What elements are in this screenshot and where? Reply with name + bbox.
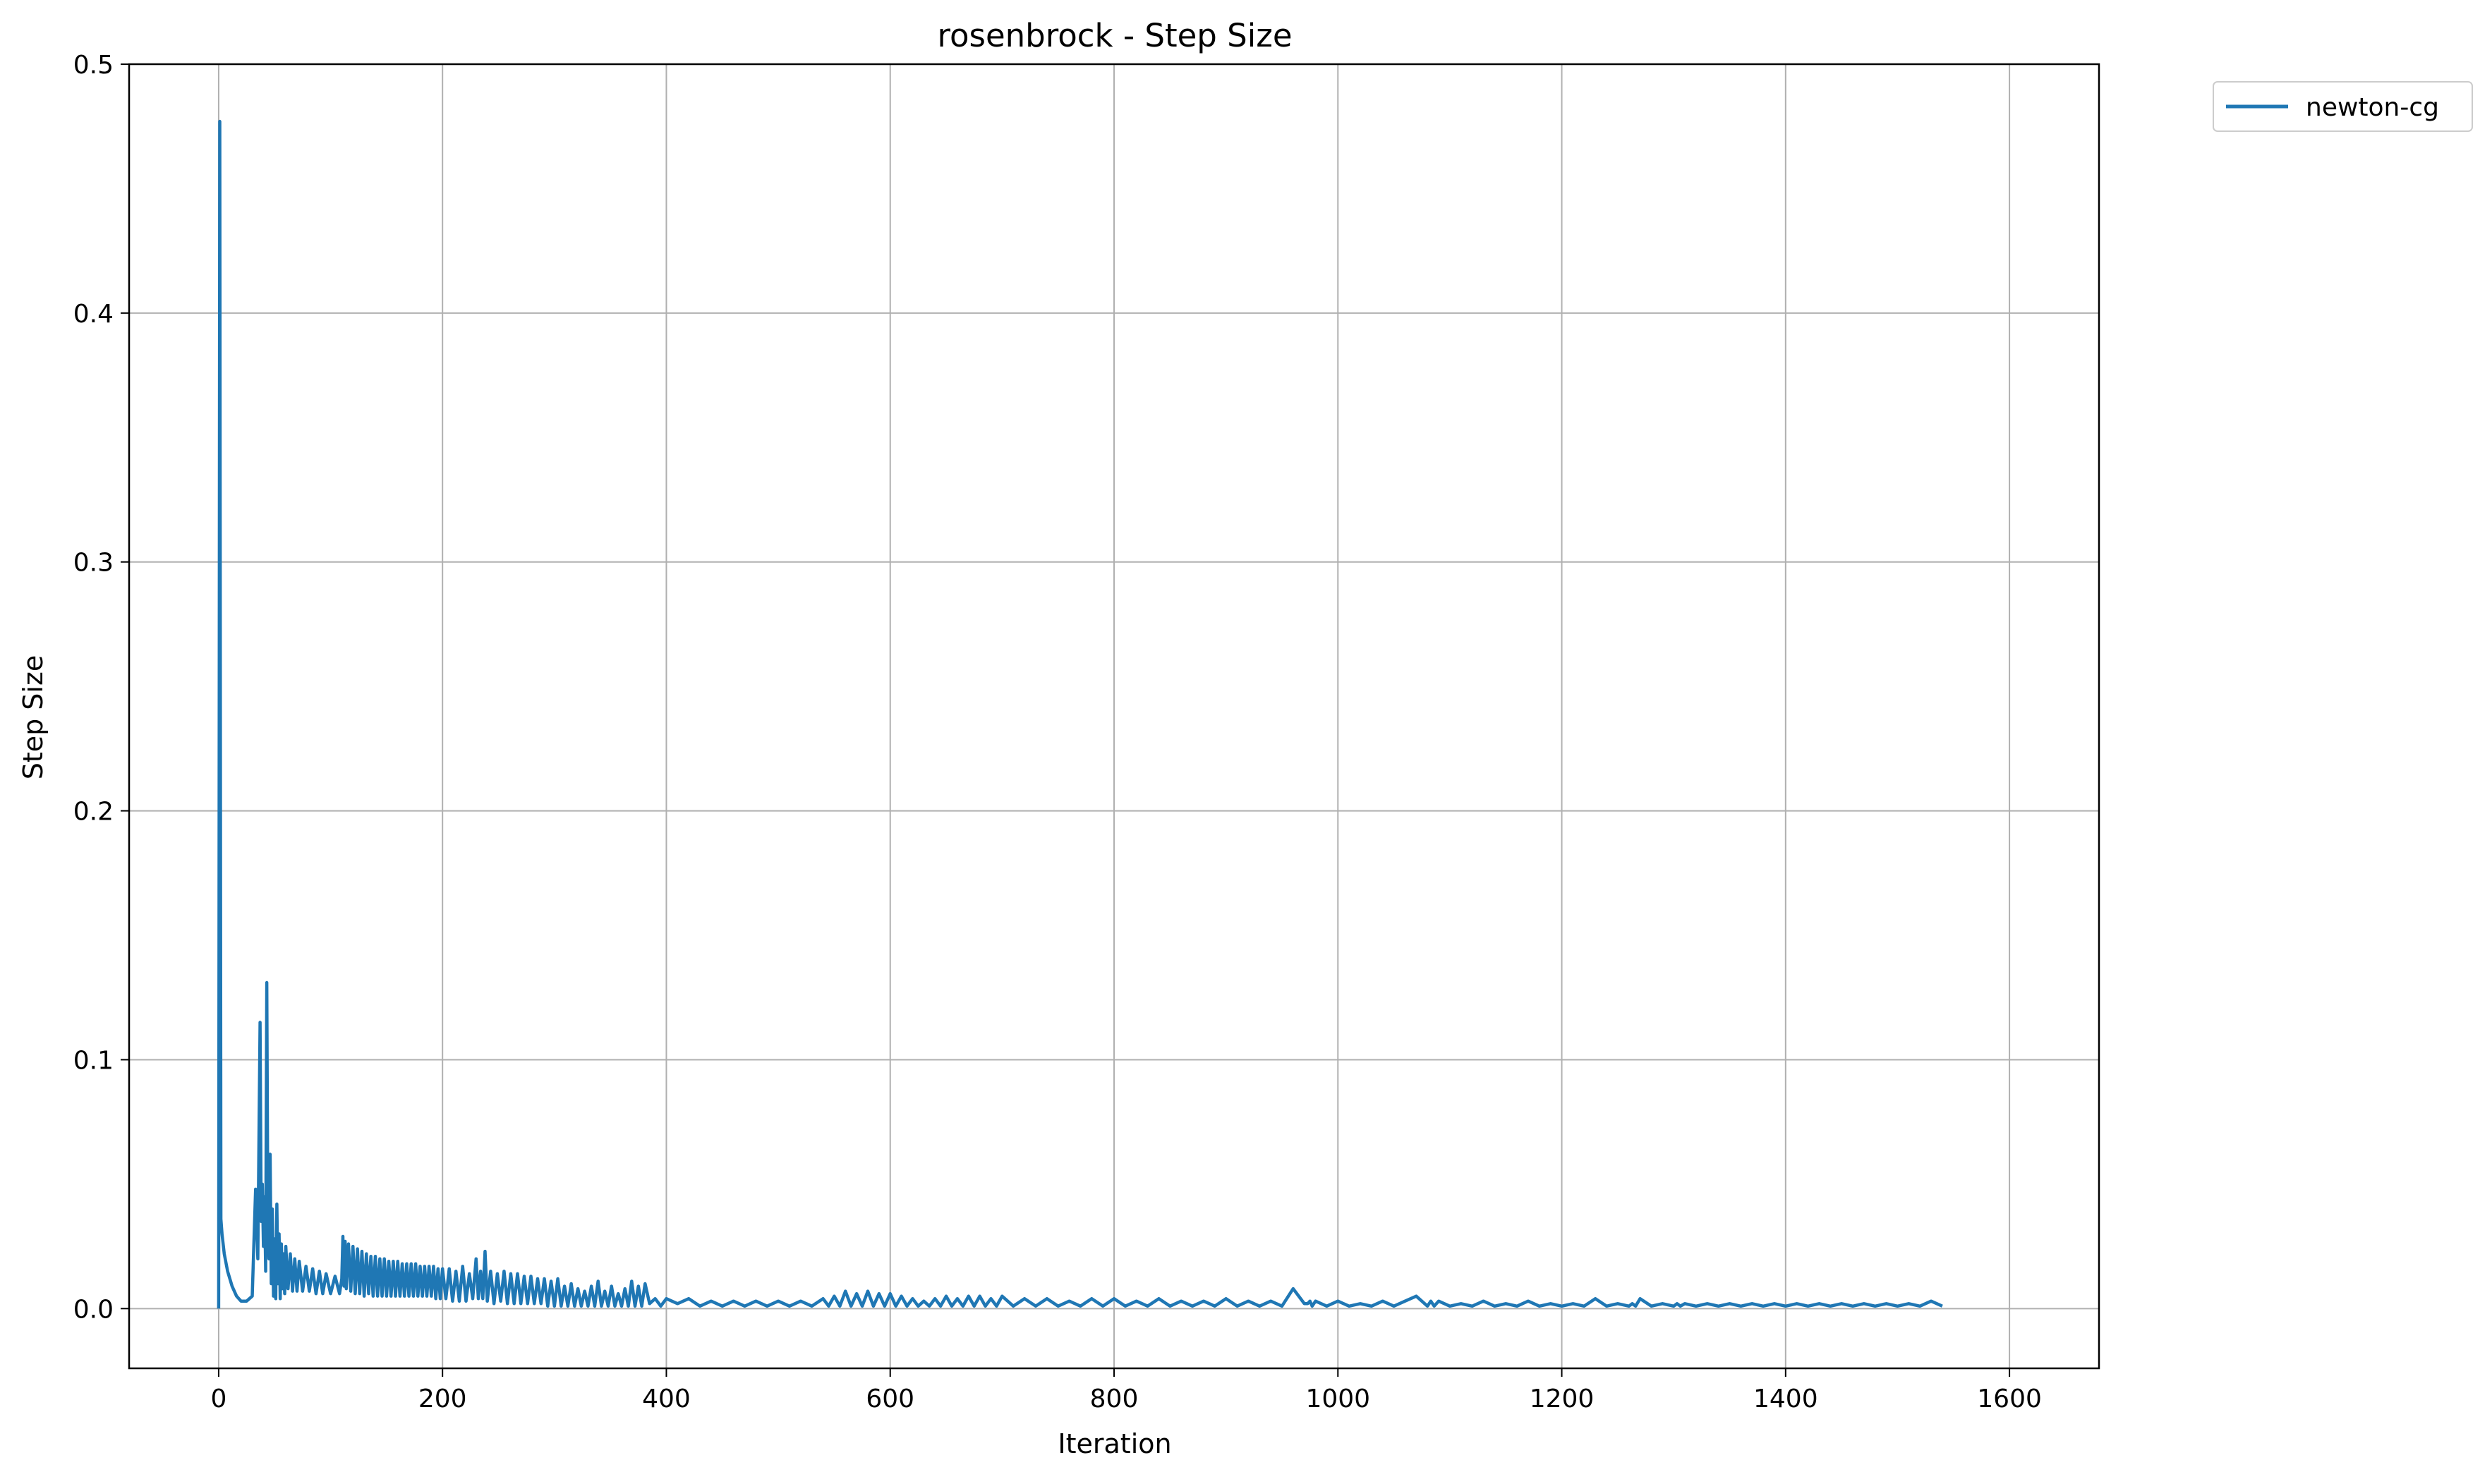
x-tick-label: 1400 bbox=[1753, 1385, 1818, 1413]
x-axis-ticks: 0 200 400 600 800 1000 1200 1400 1600 bbox=[210, 1368, 2042, 1413]
x-axis-label: Iteration bbox=[1058, 1428, 1171, 1459]
x-tick-label: 1200 bbox=[1530, 1385, 1595, 1413]
y-tick-label: 0.1 bbox=[73, 1046, 114, 1075]
legend-box bbox=[2213, 81, 2473, 132]
series-layer bbox=[217, 119, 1943, 1309]
y-tick-label: 0.4 bbox=[73, 300, 114, 329]
x-tick-label: 1600 bbox=[1977, 1385, 2042, 1413]
x-tick-label: 400 bbox=[642, 1385, 691, 1413]
x-tick-label: 1000 bbox=[1305, 1385, 1370, 1413]
series-line-newton-cg bbox=[217, 119, 1943, 1309]
x-tick-label: 200 bbox=[418, 1385, 467, 1413]
y-tick-label: 0.5 bbox=[73, 51, 114, 80]
y-tick-label: 0.3 bbox=[73, 549, 114, 578]
y-axis-label: Step Size bbox=[18, 655, 49, 780]
x-tick-label: 800 bbox=[1090, 1385, 1139, 1413]
x-tick-label: 600 bbox=[866, 1385, 914, 1413]
legend-label-newton-cg: newton-cg bbox=[2306, 93, 2439, 122]
y-tick-label: 0.0 bbox=[73, 1295, 114, 1324]
legend: newton-cg bbox=[2213, 81, 2473, 132]
x-tick-label: 0 bbox=[210, 1385, 226, 1413]
y-tick-label: 0.2 bbox=[73, 798, 114, 827]
chart-title: rosenbrock - Step Size bbox=[937, 17, 1292, 54]
y-axis-ticks: 0.0 0.1 0.2 0.3 0.4 0.5 bbox=[73, 51, 129, 1324]
